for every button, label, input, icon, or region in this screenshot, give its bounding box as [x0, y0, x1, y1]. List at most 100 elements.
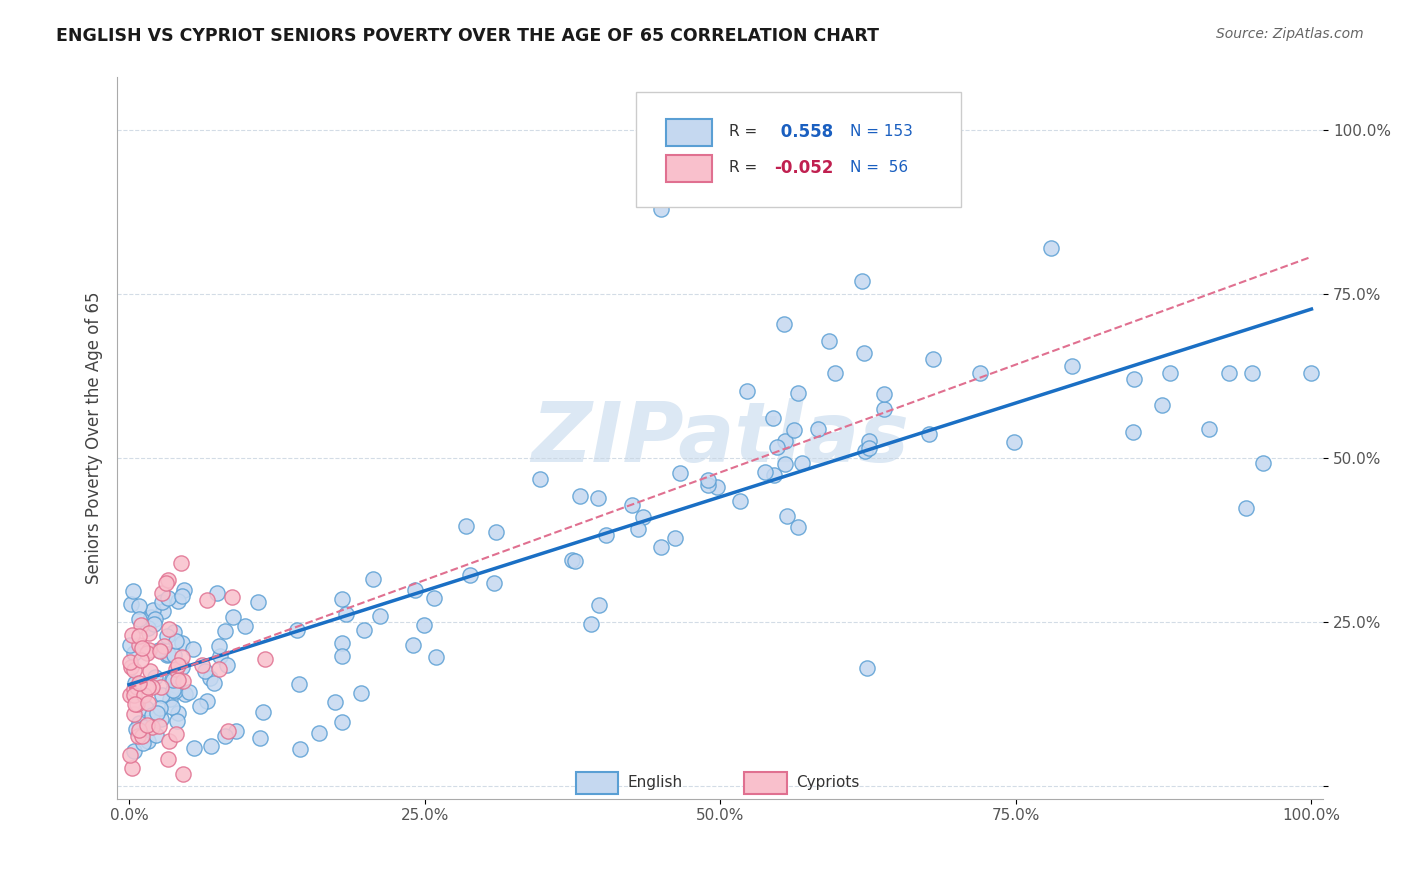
Point	[141, 720, 163, 734]
Point	[631, 509, 654, 524]
Point	[157, 647, 180, 661]
Point	[156, 591, 179, 605]
Point	[149, 680, 172, 694]
Point	[222, 610, 245, 624]
Point	[136, 646, 159, 660]
Text: English: English	[627, 775, 682, 790]
Point	[131, 653, 153, 667]
Text: -0.052: -0.052	[775, 159, 834, 177]
Point	[121, 627, 143, 641]
Point	[200, 739, 222, 754]
Point	[1159, 366, 1181, 380]
Point	[1150, 399, 1173, 413]
Point	[776, 508, 799, 523]
Text: R =: R =	[728, 124, 756, 139]
Point	[155, 575, 177, 590]
Point	[174, 687, 197, 701]
Point	[773, 457, 796, 471]
Point	[214, 624, 236, 638]
Point	[1198, 421, 1220, 435]
Point	[143, 612, 166, 626]
Point	[252, 706, 274, 720]
Point	[568, 489, 591, 503]
Point	[118, 688, 141, 702]
Point	[1040, 241, 1063, 255]
Point	[922, 352, 945, 367]
Point	[135, 717, 157, 731]
Point	[167, 706, 190, 721]
Point	[330, 635, 353, 649]
Point	[1122, 425, 1144, 440]
Point	[132, 688, 155, 702]
Point	[122, 583, 145, 598]
Point	[405, 583, 427, 598]
Point	[125, 680, 148, 694]
Point	[128, 612, 150, 626]
Point	[125, 722, 148, 736]
Point	[817, 334, 839, 348]
Point	[330, 591, 353, 606]
Point	[217, 658, 239, 673]
Point	[195, 592, 218, 607]
Point	[118, 655, 141, 669]
Point	[402, 638, 425, 652]
Point	[1251, 456, 1274, 470]
Point	[165, 662, 187, 676]
Point	[873, 387, 896, 401]
Point	[194, 664, 217, 678]
Point	[141, 609, 163, 624]
Point	[170, 635, 193, 649]
Point	[125, 698, 148, 712]
Text: ENGLISH VS CYPRIOT SENIORS POVERTY OVER THE AGE OF 65 CORRELATION CHART: ENGLISH VS CYPRIOT SENIORS POVERTY OVER …	[56, 27, 879, 45]
Point	[735, 384, 758, 398]
Point	[197, 694, 219, 708]
Point	[787, 385, 810, 400]
Point	[136, 734, 159, 748]
Point	[181, 641, 204, 656]
Point	[285, 623, 308, 637]
Point	[763, 467, 786, 482]
Point	[142, 603, 165, 617]
Point	[214, 729, 236, 743]
Point	[208, 662, 231, 676]
Point	[330, 648, 353, 663]
Point	[697, 473, 720, 487]
Point	[579, 617, 602, 632]
Point	[131, 729, 153, 743]
Point	[157, 623, 180, 637]
Point	[162, 683, 184, 698]
Point	[588, 598, 610, 612]
Point	[136, 696, 159, 710]
Point	[131, 617, 153, 632]
Text: 0.558: 0.558	[775, 122, 832, 141]
Point	[173, 583, 195, 598]
Point	[166, 657, 188, 672]
Point	[146, 706, 169, 721]
Point	[124, 697, 146, 711]
Point	[122, 663, 145, 677]
Point	[969, 366, 991, 380]
Point	[621, 498, 644, 512]
Point	[852, 346, 875, 360]
Point	[456, 518, 478, 533]
Point	[664, 531, 686, 545]
Point	[412, 618, 434, 632]
Point	[124, 744, 146, 758]
Point	[128, 716, 150, 731]
Point	[529, 472, 551, 486]
Point	[128, 599, 150, 613]
Point	[141, 680, 163, 694]
Point	[145, 728, 167, 742]
Point	[1002, 434, 1025, 449]
Text: Source: ZipAtlas.com: Source: ZipAtlas.com	[1216, 27, 1364, 41]
Point	[156, 648, 179, 663]
Point	[792, 456, 814, 470]
Point	[824, 366, 846, 380]
Point	[122, 681, 145, 696]
Point	[166, 673, 188, 688]
Point	[761, 410, 783, 425]
Point	[124, 707, 146, 722]
Point	[136, 621, 159, 635]
Point	[128, 676, 150, 690]
Point	[233, 619, 256, 633]
